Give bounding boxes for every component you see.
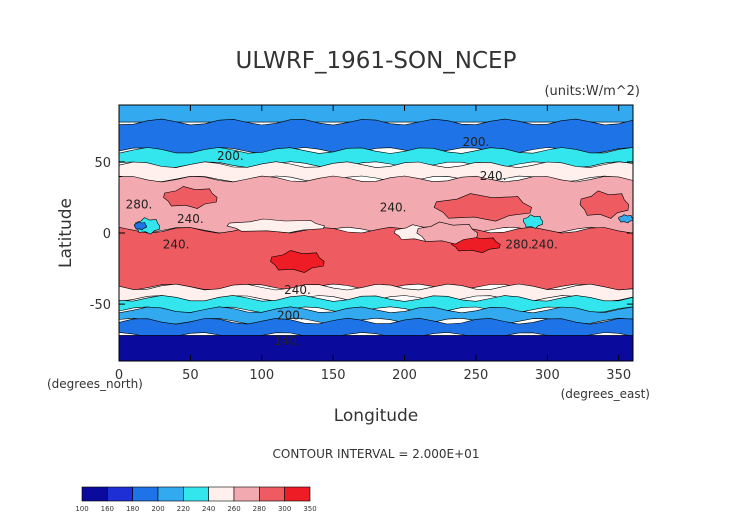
contour-patch [433, 193, 532, 222]
band [119, 105, 633, 123]
contour-patch [618, 214, 633, 224]
colorbar-label: 280 [253, 505, 266, 513]
contour-labels: 200.200.240.280.240.240.240. 280.240.240.… [126, 135, 558, 348]
contour-patch [579, 190, 630, 219]
colorbar-label: 260 [227, 505, 240, 513]
colorbar-swatch [132, 486, 159, 502]
y-tick-label: 50 [94, 156, 111, 171]
plot-area [119, 105, 633, 361]
colorbar-label: 100 [75, 505, 88, 513]
band [119, 226, 633, 291]
x-tick-label: 200 [392, 368, 417, 383]
colorbar-swatch [208, 486, 235, 502]
x-tick-label: 50 [182, 368, 199, 383]
colorbar-label: 160 [101, 505, 114, 513]
colorbar-label: 300 [278, 505, 291, 513]
contour-label: 200. [277, 308, 304, 322]
contour-label: 280. [126, 198, 153, 212]
band [119, 335, 633, 361]
contour-label: 240. [284, 283, 311, 297]
x-tick-label: 150 [321, 368, 346, 383]
contour-patch [451, 235, 501, 254]
colorbar: 100 160 180 200 220 240 260 280 300 350 [75, 486, 317, 513]
contour-patch [163, 186, 218, 209]
contour-patch [226, 218, 326, 234]
y-unit-label: (degrees_north) [47, 377, 143, 391]
colorbar-swatch [284, 486, 311, 502]
contour-label: 240. [177, 212, 204, 226]
y-tick-label: 0 [103, 227, 111, 242]
contour-label: 200. [463, 135, 490, 149]
band [119, 317, 633, 339]
x-tick-label: 350 [606, 368, 631, 383]
x-axis: 0 50 100 150 200 250 300 350 [115, 105, 631, 383]
contour-label: 200. [217, 149, 244, 163]
y-tick-label: -50 [90, 298, 111, 313]
x-unit-label: (degrees_east) [561, 387, 650, 401]
contour-label: 280. [505, 237, 532, 251]
contour-label: 240. [163, 237, 190, 251]
y-axis-label: Latitude [56, 198, 76, 268]
colorbar-swatch [259, 486, 285, 502]
contour-patch [270, 250, 325, 273]
x-tick-label: 300 [535, 368, 560, 383]
colorbar-label: 220 [177, 505, 190, 513]
colorbar-swatch [233, 486, 260, 502]
contour-patch [416, 221, 479, 245]
x-tick-label: 100 [249, 368, 274, 383]
units-label: (units:W/m^2) [544, 84, 640, 99]
contour-patch [522, 214, 544, 229]
band [119, 161, 633, 183]
colorbar-swatch [81, 486, 108, 502]
contour-patch [133, 221, 147, 231]
x-axis-label: Longitude [334, 406, 419, 426]
chart-title: ULWRF_1961-SON_NCEP [236, 48, 517, 74]
colorbar-label: 350 [303, 505, 316, 513]
colorbar-label: 240 [202, 505, 215, 513]
y-axis: -50 0 50 [90, 156, 633, 313]
colorbar-label: 180 [126, 505, 139, 513]
contour-label: 140. [274, 334, 301, 348]
contour-label: 240. [380, 200, 407, 214]
colorbar-swatch [183, 486, 209, 502]
contour-label: 240. [531, 237, 558, 251]
x-tick-label: 0 [115, 368, 123, 383]
colorbar-swatch [107, 486, 133, 502]
contour-label: 240. [480, 169, 507, 183]
colorbar-label: 200 [151, 505, 164, 513]
contour-interval: CONTOUR INTERVAL = 2.000E+01 [273, 447, 480, 461]
x-tick-label: 250 [464, 368, 489, 383]
colorbar-swatch [157, 486, 184, 502]
